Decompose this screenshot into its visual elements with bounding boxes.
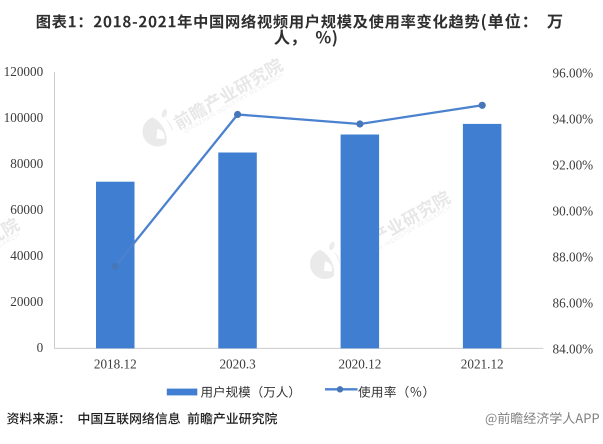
svg-text:88.00%: 88.00% bbox=[553, 250, 594, 265]
svg-text:2020.3: 2020.3 bbox=[219, 356, 256, 371]
svg-text:84.00%: 84.00% bbox=[553, 342, 594, 357]
svg-text:120000: 120000 bbox=[4, 64, 44, 79]
svg-text:90.00%: 90.00% bbox=[553, 204, 594, 219]
svg-text:96.00%: 96.00% bbox=[553, 66, 594, 81]
svg-text:100000: 100000 bbox=[4, 110, 44, 125]
svg-text:94.00%: 94.00% bbox=[553, 112, 594, 127]
svg-text:80000: 80000 bbox=[10, 156, 43, 171]
svg-text:86.00%: 86.00% bbox=[553, 296, 594, 311]
svg-text:92.00%: 92.00% bbox=[553, 158, 594, 173]
svg-text:20000: 20000 bbox=[10, 294, 43, 309]
svg-text:40000: 40000 bbox=[10, 248, 43, 263]
svg-text:2018.12: 2018.12 bbox=[94, 356, 137, 371]
svg-text:0: 0 bbox=[37, 340, 44, 355]
svg-text:60000: 60000 bbox=[10, 202, 43, 217]
svg-text:2020.12: 2020.12 bbox=[338, 356, 381, 371]
svg-text:2021.12: 2021.12 bbox=[461, 356, 504, 371]
